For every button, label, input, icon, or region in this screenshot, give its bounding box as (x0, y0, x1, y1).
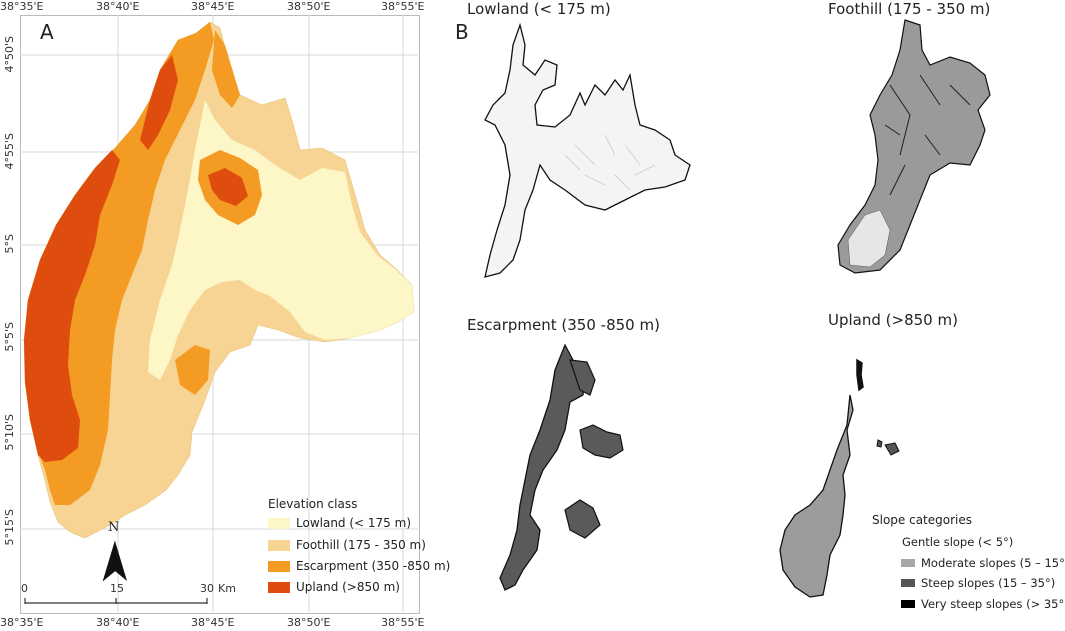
upland-outline-east (884, 442, 900, 456)
north-arrow-icon (102, 540, 127, 582)
escarpment-outline-north (569, 359, 596, 396)
foothill-lowland-texture (847, 209, 891, 268)
slope-label: Very steep slopes (> 35°) (921, 597, 1065, 611)
lowland-texture (564, 134, 656, 191)
upland-patch-center (208, 168, 248, 206)
north-label: N (108, 520, 120, 535)
escarpment-region (24, 22, 214, 505)
lon-label-bottom: 38°35'E (0, 616, 44, 629)
scale-bar (24, 598, 208, 604)
escarpment-outline-east (579, 424, 624, 459)
escarpment-slope-map (499, 343, 624, 591)
slope-item-steep: Steep slopes (15 – 35°) (901, 576, 1055, 590)
foothill-steep-texture (884, 74, 971, 196)
upland-title: Upland (>850 m) (828, 311, 958, 329)
lon-label-top: 38°40'E (96, 0, 140, 13)
upland-region (24, 150, 120, 462)
foothill-title: Foothill (175 - 350 m) (828, 0, 991, 18)
elevation-legend-title: Elevation class (268, 497, 358, 511)
slope-swatch (901, 559, 915, 567)
legend-swatch (268, 539, 290, 551)
lat-label: 4°55'S (3, 133, 16, 170)
lat-label: 4°50'S (3, 36, 16, 73)
foothill-outline (837, 19, 991, 274)
slope-swatch (901, 600, 915, 608)
upland-slope-map (779, 358, 900, 598)
slope-item-gentle: Gentle slope (< 5°) (902, 535, 1013, 549)
legend-item-upland: Upland (>850 m) (268, 580, 400, 594)
lon-label-bottom: 38°40'E (96, 616, 140, 629)
slope-label: Moderate slopes (5 – 15°) (921, 556, 1065, 570)
slope-legend-title: Slope categories (872, 513, 973, 527)
scale-label-mid: 15 (110, 582, 124, 595)
slope-swatch (901, 579, 915, 587)
legend-swatch (268, 581, 290, 593)
legend-item-lowland: Lowland (< 175 m) (268, 516, 411, 530)
legend-swatch (268, 560, 290, 572)
escarpment-patch-south (175, 345, 210, 395)
escarpment-patch-north (212, 30, 240, 108)
slope-label: Gentle slope (< 5°) (902, 535, 1014, 549)
legend-label: Escarpment (350 -850 m) (296, 559, 451, 573)
legend-item-escarpment: Escarpment (350 -850 m) (268, 559, 450, 573)
lowland-slope-map (484, 22, 691, 278)
legend-swatch (268, 517, 290, 529)
panel-b-label: B (455, 20, 469, 44)
foothill-slope-map (837, 19, 991, 274)
elevation-map (23, 21, 415, 539)
upland-outline-main (779, 394, 854, 598)
lat-label: 5°S (3, 234, 16, 254)
lon-label-bottom: 38°55'E (381, 616, 425, 629)
legend-item-foothill: Foothill (175 - 350 m) (268, 538, 426, 552)
scale-unit: Km (218, 582, 236, 595)
upland-outline-dot (876, 439, 883, 448)
upland-patch-north (140, 55, 178, 150)
panel-a-label: A (40, 20, 54, 44)
slope-item-moderate: Moderate slopes (5 – 15°) (901, 556, 1065, 570)
lon-label-top: 38°50'E (287, 0, 331, 13)
legend-label: Upland (>850 m) (296, 580, 400, 594)
lat-label: 5°15'S (3, 509, 16, 546)
legend-label: Foothill (175 - 350 m) (296, 538, 426, 552)
lon-label-bottom: 38°45'E (191, 616, 235, 629)
lat-label: 5°10'S (3, 414, 16, 451)
lowland-outline (484, 22, 691, 278)
lowland-title: Lowland (< 175 m) (467, 0, 611, 18)
lat-label: 5°5'S (3, 322, 16, 352)
escarpment-title: Escarpment (350 -850 m) (467, 316, 660, 334)
scale-label-zero: 0 (21, 582, 28, 595)
escarpment-outline-main (499, 343, 586, 591)
lon-label-bottom: 38°50'E (287, 616, 331, 629)
legend-label: Lowland (< 175 m) (296, 516, 411, 530)
upland-outline-north (856, 358, 864, 392)
scale-label-end: 30 (200, 582, 214, 595)
escarpment-outline-south (564, 499, 601, 539)
lon-label-top: 38°35'E (0, 0, 44, 13)
slope-item-very-steep: Very steep slopes (> 35°) (901, 597, 1065, 611)
lon-label-top: 38°45'E (191, 0, 235, 13)
slope-label: Steep slopes (15 – 35°) (921, 576, 1056, 590)
lon-label-top: 38°55'E (381, 0, 425, 13)
